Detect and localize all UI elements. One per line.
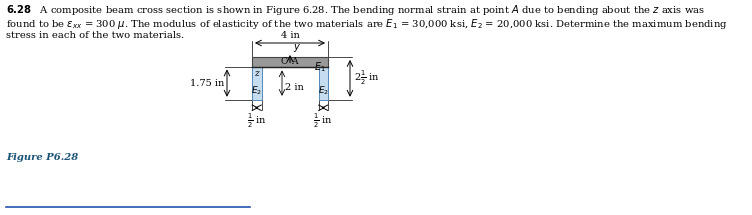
Text: 2$\frac{1}{2}$ in: 2$\frac{1}{2}$ in [354, 69, 380, 88]
Text: $E_1$: $E_1$ [314, 60, 326, 74]
Text: $E_2$: $E_2$ [251, 84, 262, 97]
Text: 2 in: 2 in [285, 83, 304, 92]
Text: found to be $\varepsilon_{xx}$ = 300 $\mu$. The modulus of elasticity of the two: found to be $\varepsilon_{xx}$ = 300 $\m… [6, 17, 728, 31]
Text: $E_2$: $E_2$ [317, 84, 329, 97]
Text: stress in each of the two materials.: stress in each of the two materials. [6, 31, 184, 40]
Text: $y$: $y$ [293, 42, 301, 54]
Text: 1.75 in: 1.75 in [190, 79, 224, 88]
Text: $\frac{1}{2}$ in: $\frac{1}{2}$ in [247, 112, 267, 130]
Bar [319, 66, 328, 100]
Text: C: C [280, 57, 287, 66]
Text: $\mathbf{6.28}$   A composite beam cross section is shown in Figure 6.28. The be: $\mathbf{6.28}$ A composite beam cross s… [6, 3, 705, 17]
Text: z: z [254, 69, 259, 77]
Text: 4 in: 4 in [280, 31, 299, 40]
Text: A: A [291, 57, 298, 66]
Text: $\frac{1}{2}$ in: $\frac{1}{2}$ in [314, 112, 333, 130]
Bar [252, 66, 262, 100]
Text: Figure P6.28: Figure P6.28 [6, 153, 78, 162]
Bar [252, 57, 328, 66]
